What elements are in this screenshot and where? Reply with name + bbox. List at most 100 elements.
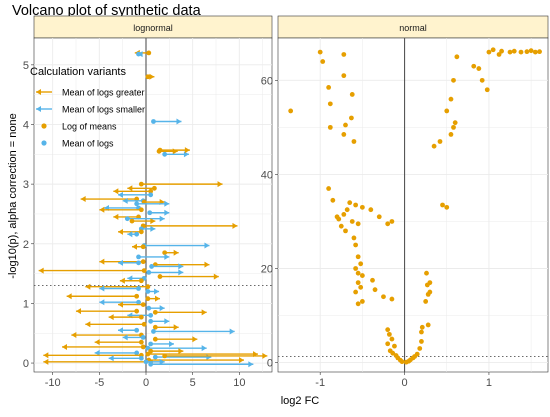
arrow-head: [85, 283, 91, 290]
data-point: [518, 49, 524, 55]
data-point: [149, 264, 155, 269]
arrow-head: [119, 277, 125, 284]
legend: Calculation variants Mean of logs greater…: [30, 66, 145, 149]
data-point: [358, 261, 364, 267]
data-point: [427, 289, 433, 295]
data-point: [145, 284, 151, 290]
data-point: [440, 202, 445, 208]
data-point: [376, 214, 382, 220]
data-point: [499, 48, 504, 54]
legend-item-label: Mean of logs smaller: [62, 105, 145, 115]
arrow-head: [159, 358, 165, 365]
data-point: [344, 207, 350, 213]
arrow-head: [38, 267, 44, 274]
arrow-head: [118, 191, 123, 198]
panel-background: [277, 37, 549, 373]
x-tick-label: -10: [45, 377, 61, 389]
data-point: [138, 355, 144, 361]
data-point: [479, 77, 485, 83]
data-point: [320, 59, 326, 64]
data-point: [368, 207, 374, 213]
data-point: [148, 188, 154, 194]
arrow-head: [184, 147, 190, 154]
arrow-head: [159, 305, 165, 312]
x-tick-label: 5: [190, 377, 196, 389]
data-point: [146, 269, 152, 275]
data-point: [353, 202, 359, 208]
data-point: [136, 286, 141, 291]
arrow-head: [85, 321, 91, 328]
data-point: [385, 327, 391, 333]
data-point: [528, 48, 534, 54]
data-point: [419, 329, 424, 335]
data-point: [355, 280, 361, 286]
y-tick-label: 5: [23, 60, 29, 72]
data-point: [359, 204, 365, 210]
data-point: [140, 302, 146, 308]
data-point: [134, 293, 140, 299]
data-point: [496, 52, 502, 57]
data-point: [490, 47, 496, 53]
arrow-head: [127, 185, 133, 192]
data-point: [351, 235, 357, 241]
data-point: [454, 54, 460, 60]
arrow-head: [213, 273, 219, 280]
data-point: [349, 219, 355, 224]
data-point: [152, 336, 158, 342]
x-tick-label: -1: [315, 377, 325, 389]
data-point: [157, 147, 163, 153]
data-point: [386, 331, 392, 337]
data-point: [486, 49, 492, 55]
data-point: [353, 266, 359, 271]
data-point: [146, 50, 152, 56]
data-point: [317, 49, 323, 55]
arrow-head: [229, 328, 235, 335]
data-point: [326, 186, 332, 191]
data-point: [134, 231, 140, 237]
data-point: [146, 305, 152, 311]
data-point: [389, 336, 395, 342]
arrow-head: [217, 181, 223, 188]
data-point: [134, 201, 140, 207]
data-point: [148, 312, 154, 318]
data-point: [414, 351, 420, 357]
data-point: [129, 218, 135, 224]
legend-item-label: Log of means: [62, 122, 117, 132]
data-point: [148, 192, 154, 198]
data-point: [349, 115, 354, 121]
arrow-head: [262, 352, 268, 359]
data-point: [136, 254, 141, 260]
data-point: [451, 77, 456, 83]
arrow-head: [76, 308, 81, 315]
data-point: [444, 108, 450, 114]
y-tick-label: 0: [23, 358, 29, 370]
y-tick-label: 20: [261, 264, 273, 276]
arrow-head: [99, 206, 105, 213]
data-point: [147, 210, 153, 216]
x-tick-label: 10: [233, 377, 245, 389]
arrow-head: [149, 73, 155, 80]
data-point: [162, 353, 168, 359]
data-point: [124, 216, 130, 222]
arrow-head: [178, 269, 184, 276]
arrow-head: [204, 261, 210, 268]
data-point: [152, 185, 157, 191]
arrow-head: [99, 299, 105, 306]
data-point: [327, 101, 333, 107]
data-point: [343, 228, 348, 234]
arrow-head: [71, 332, 77, 339]
y-tick-label: 3: [23, 179, 29, 191]
data-point: [134, 327, 140, 333]
data-point: [288, 108, 294, 114]
legend-key-point: [41, 140, 47, 146]
arrow-head: [99, 285, 105, 292]
arrow-head: [164, 318, 170, 325]
data-point: [537, 49, 542, 55]
data-point: [138, 207, 144, 213]
data-point: [336, 216, 342, 222]
data-point: [484, 87, 490, 93]
legend-key-arrowhead: [36, 89, 41, 95]
y-tick-label: 1: [23, 298, 29, 310]
